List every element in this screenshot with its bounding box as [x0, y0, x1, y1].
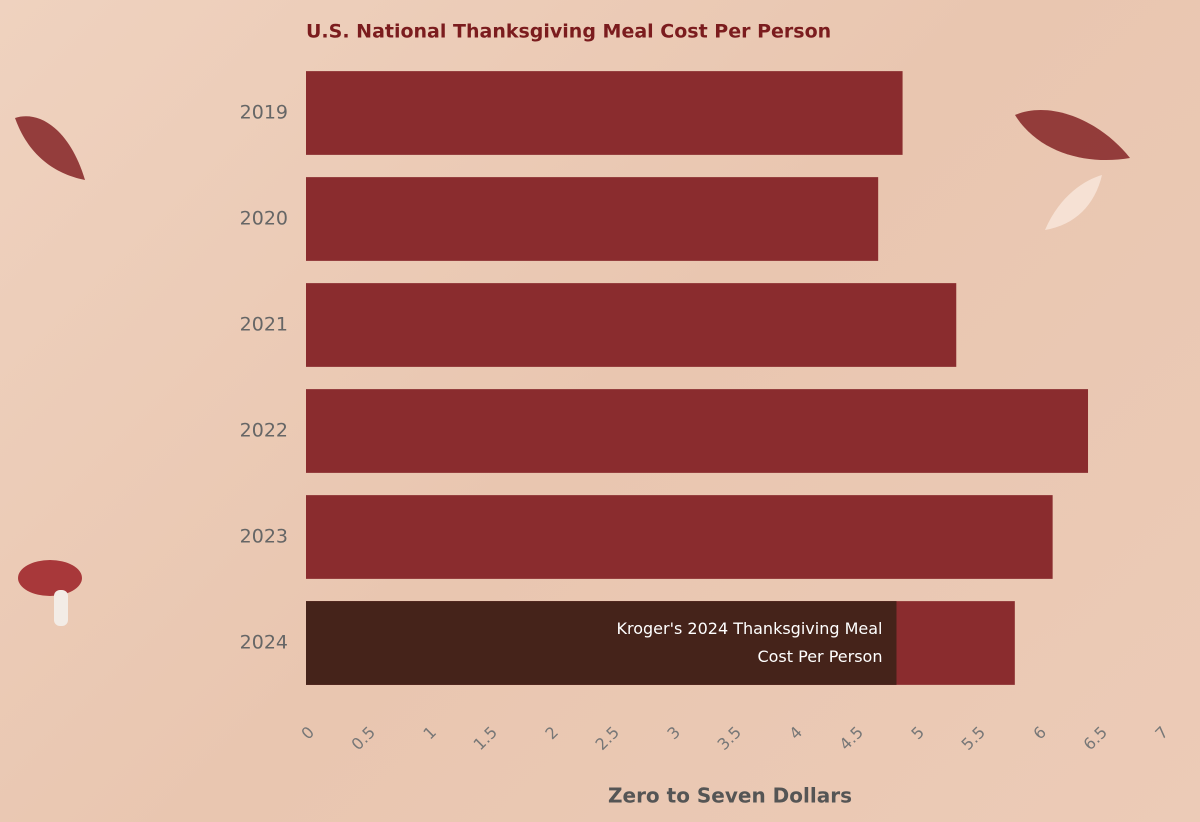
y-tick-label: 2019 [240, 102, 288, 124]
x-tick-label: 5.5 [958, 723, 989, 754]
x-tick-label: 1 [419, 723, 440, 744]
x-tick-label: 4.5 [836, 723, 867, 754]
x-tick-label: 6.5 [1080, 723, 1111, 754]
y-tick-label: 2021 [240, 314, 288, 336]
x-tick-label: 7 [1151, 723, 1172, 744]
bar [306, 283, 957, 367]
x-tick-label: 0.5 [348, 723, 379, 754]
bar [306, 177, 879, 261]
bar [306, 495, 1053, 579]
x-tick-label: 4 [785, 723, 806, 744]
y-tick-label: 2023 [240, 526, 288, 548]
x-tick-label: 2 [541, 723, 562, 744]
x-tick-label: 6 [1029, 723, 1050, 744]
y-tick-label: 2020 [240, 208, 288, 230]
x-tick-label: 3.5 [714, 723, 745, 754]
y-tick-label: 2022 [240, 420, 288, 442]
annotation-bar [306, 601, 897, 685]
chart-title: U.S. National Thanksgiving Meal Cost Per… [306, 21, 831, 43]
bar [306, 389, 1089, 473]
x-tick-label: 2.5 [592, 723, 623, 754]
x-axis-title: Zero to Seven Dollars [608, 784, 852, 808]
x-tick-label: 1.5 [470, 723, 501, 754]
x-tick-label: 3 [663, 723, 684, 744]
y-tick-label: 2024 [240, 632, 288, 654]
x-tick-label: 0 [297, 723, 318, 744]
x-tick-label: 5 [907, 723, 928, 744]
decoration [15, 109, 1130, 626]
bar [306, 71, 903, 155]
annotation-text: Kroger's 2024 Thanksgiving Meal Cost Per… [616, 619, 883, 666]
